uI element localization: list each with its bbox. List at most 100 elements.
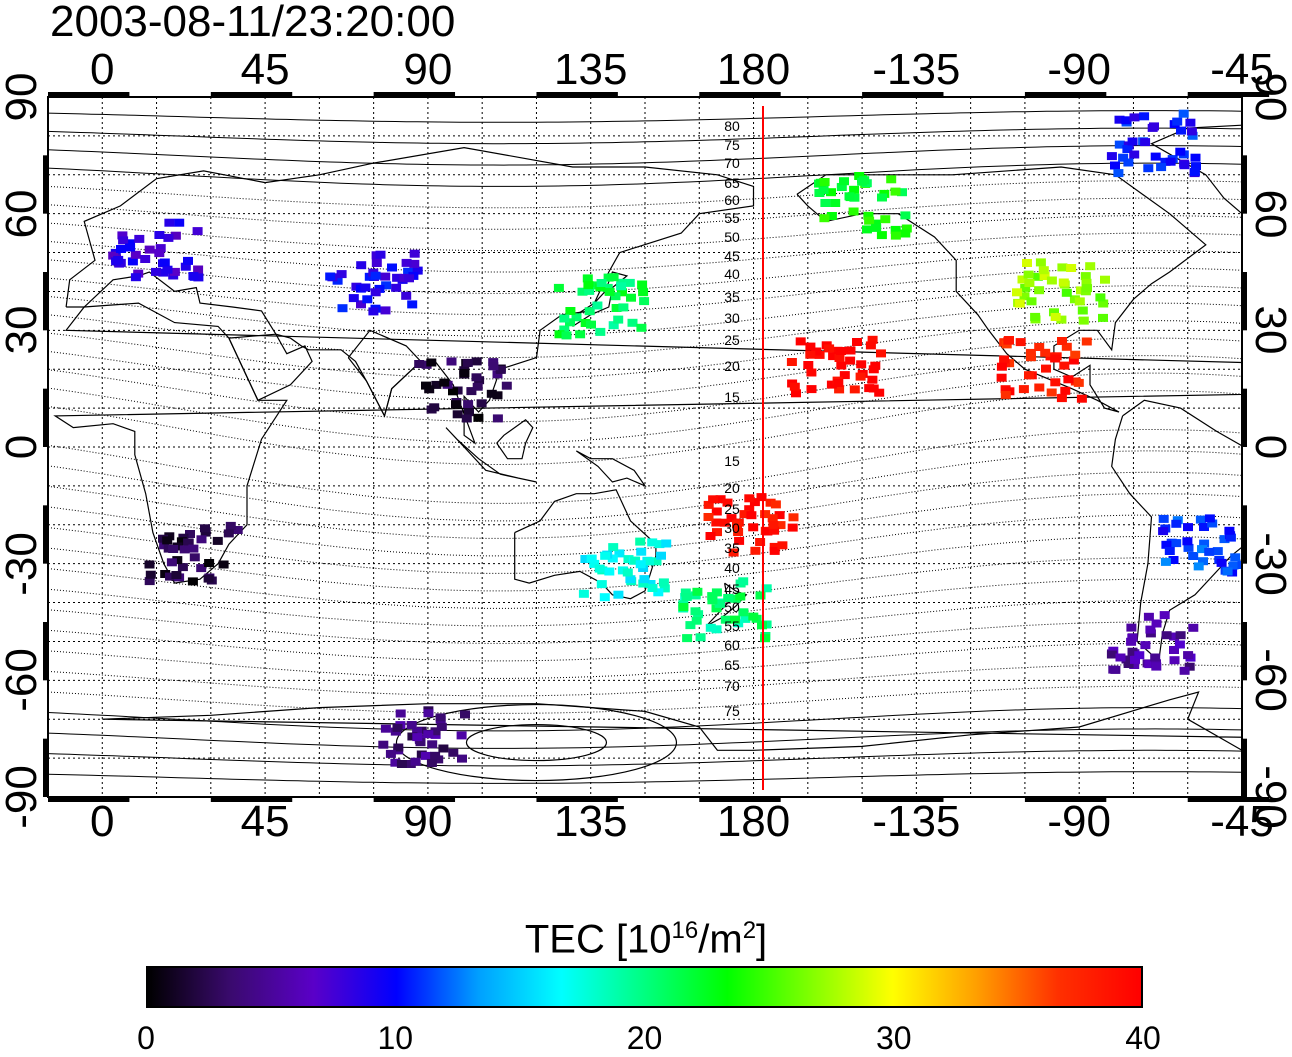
tec-data-cell <box>848 207 859 216</box>
tec-data-cell <box>1171 539 1182 548</box>
magnetic-latitude-label: 30 <box>724 520 740 536</box>
tec-data-cell <box>1026 353 1036 362</box>
tec-data-cell <box>1189 167 1200 176</box>
tec-data-cell <box>616 282 627 291</box>
tec-data-cell <box>203 574 214 583</box>
magnetic-latitude-label: 25 <box>724 332 740 348</box>
tec-data-cell <box>1179 666 1190 675</box>
tec-data-cell <box>726 514 737 523</box>
tec-data-cell <box>1145 625 1156 634</box>
tec-data-cell <box>867 335 878 344</box>
frame-bar-right <box>1242 155 1247 214</box>
coastlines <box>53 124 1242 751</box>
tec-data-cell <box>715 495 726 504</box>
frame-bar-bottom <box>210 797 293 802</box>
tec-data-cell <box>1179 161 1190 170</box>
tec-data-cell <box>1171 519 1182 528</box>
tec-data-cell <box>1003 336 1014 345</box>
tec-data-cell <box>1034 343 1045 351</box>
bottom-longitude-label: 0 <box>90 797 115 846</box>
tec-data-cell <box>435 713 446 722</box>
tec-data-cell <box>154 231 165 239</box>
tec-data-cell <box>830 199 841 207</box>
left-latitude-label: 90 <box>0 72 46 122</box>
top-longitude-label: -135 <box>872 45 961 94</box>
tec-data-cell <box>464 408 474 417</box>
tec-data-cell <box>1056 394 1067 403</box>
magnetic-latitude-contour <box>48 685 1242 714</box>
tec-data-cell <box>730 615 740 624</box>
tec-data-cell <box>189 553 200 562</box>
tec-data-cell <box>886 175 897 184</box>
tec-data-cell <box>364 272 375 281</box>
tec-data-cell <box>1127 647 1138 656</box>
tec-data-cell <box>200 524 210 533</box>
tec-data-cell <box>711 588 722 597</box>
tec-data-cell <box>856 360 867 369</box>
tec-data-cell <box>169 267 180 276</box>
tec-region-new-zealand <box>678 577 772 643</box>
magnetic-latitude-label: 35 <box>724 540 740 556</box>
tec-data-cell <box>1165 157 1176 166</box>
tec-data-cell <box>836 361 847 370</box>
tec-data-cell <box>134 234 145 243</box>
colorbar-title: TEC [1016/m2] <box>0 906 1292 964</box>
tec-data-cell <box>1056 315 1067 324</box>
frame-bar-left <box>43 155 48 214</box>
tec-data-cell <box>429 403 440 412</box>
tec-data-cell <box>1085 262 1096 271</box>
tec-data-cell <box>871 219 881 228</box>
tec-data-cell <box>897 188 907 197</box>
tec-data-cell <box>868 384 879 393</box>
tec-data-cell <box>501 381 512 390</box>
colorbar-title-prefix: TEC [10 <box>524 917 672 962</box>
tec-data-cell <box>744 494 755 503</box>
tec-data-cell <box>711 625 722 634</box>
tec-data-cell <box>459 369 470 377</box>
right-latitude-label: -60 <box>1246 648 1292 713</box>
tec-data-cell <box>622 568 633 577</box>
tec-data-cell <box>1222 567 1233 576</box>
tec-data-cell <box>488 358 499 367</box>
tec-data-cell <box>1074 297 1085 306</box>
tec-data-cell <box>681 592 692 601</box>
tec-data-cell <box>1034 286 1045 295</box>
tec-data-cell <box>608 543 619 552</box>
tec-data-cell <box>1020 283 1031 292</box>
tec-data-cell <box>406 721 417 729</box>
tec-data-cell <box>1225 533 1236 542</box>
tec-data-cell <box>118 236 129 245</box>
tec-data-cell <box>636 323 647 332</box>
tec-data-cell <box>368 307 379 316</box>
tec-data-cell <box>473 413 484 422</box>
magnetic-latitude-label: 20 <box>724 358 740 374</box>
bottom-longitude-label: 90 <box>403 797 453 846</box>
left-latitude-label: -30 <box>0 531 46 596</box>
tec-data-cell <box>392 723 403 732</box>
tec-data-cell <box>1049 308 1059 317</box>
tec-data-cell <box>436 722 447 731</box>
tec-region-australia <box>578 537 672 602</box>
magnetic-latitude-label: 45 <box>724 581 740 597</box>
tec-map <box>43 92 1270 802</box>
tec-data-cell <box>204 559 215 567</box>
tec-data-cell <box>614 549 625 558</box>
tec-data-cell <box>595 283 606 292</box>
colorbar-title-exp1: 16 <box>671 917 699 944</box>
tec-data-cell <box>635 560 646 569</box>
tec-region-central-pacific <box>703 493 799 557</box>
tec-data-cell <box>1230 553 1241 562</box>
tec-data-cell <box>613 590 624 599</box>
tec-data-cell <box>703 500 714 509</box>
tec-data-cell <box>789 382 800 391</box>
tec-data-cell <box>787 523 798 532</box>
tec-data-cell <box>1061 288 1072 297</box>
tec-data-cell <box>1161 631 1172 640</box>
tec-data-cell <box>492 391 503 400</box>
tec-data-cell <box>589 559 600 568</box>
tec-data-cell <box>748 523 759 532</box>
tec-data-cell <box>1127 633 1138 642</box>
tec-data-cell <box>1041 364 1051 373</box>
tec-data-cell <box>819 178 830 186</box>
tec-data-cell <box>1060 386 1071 395</box>
